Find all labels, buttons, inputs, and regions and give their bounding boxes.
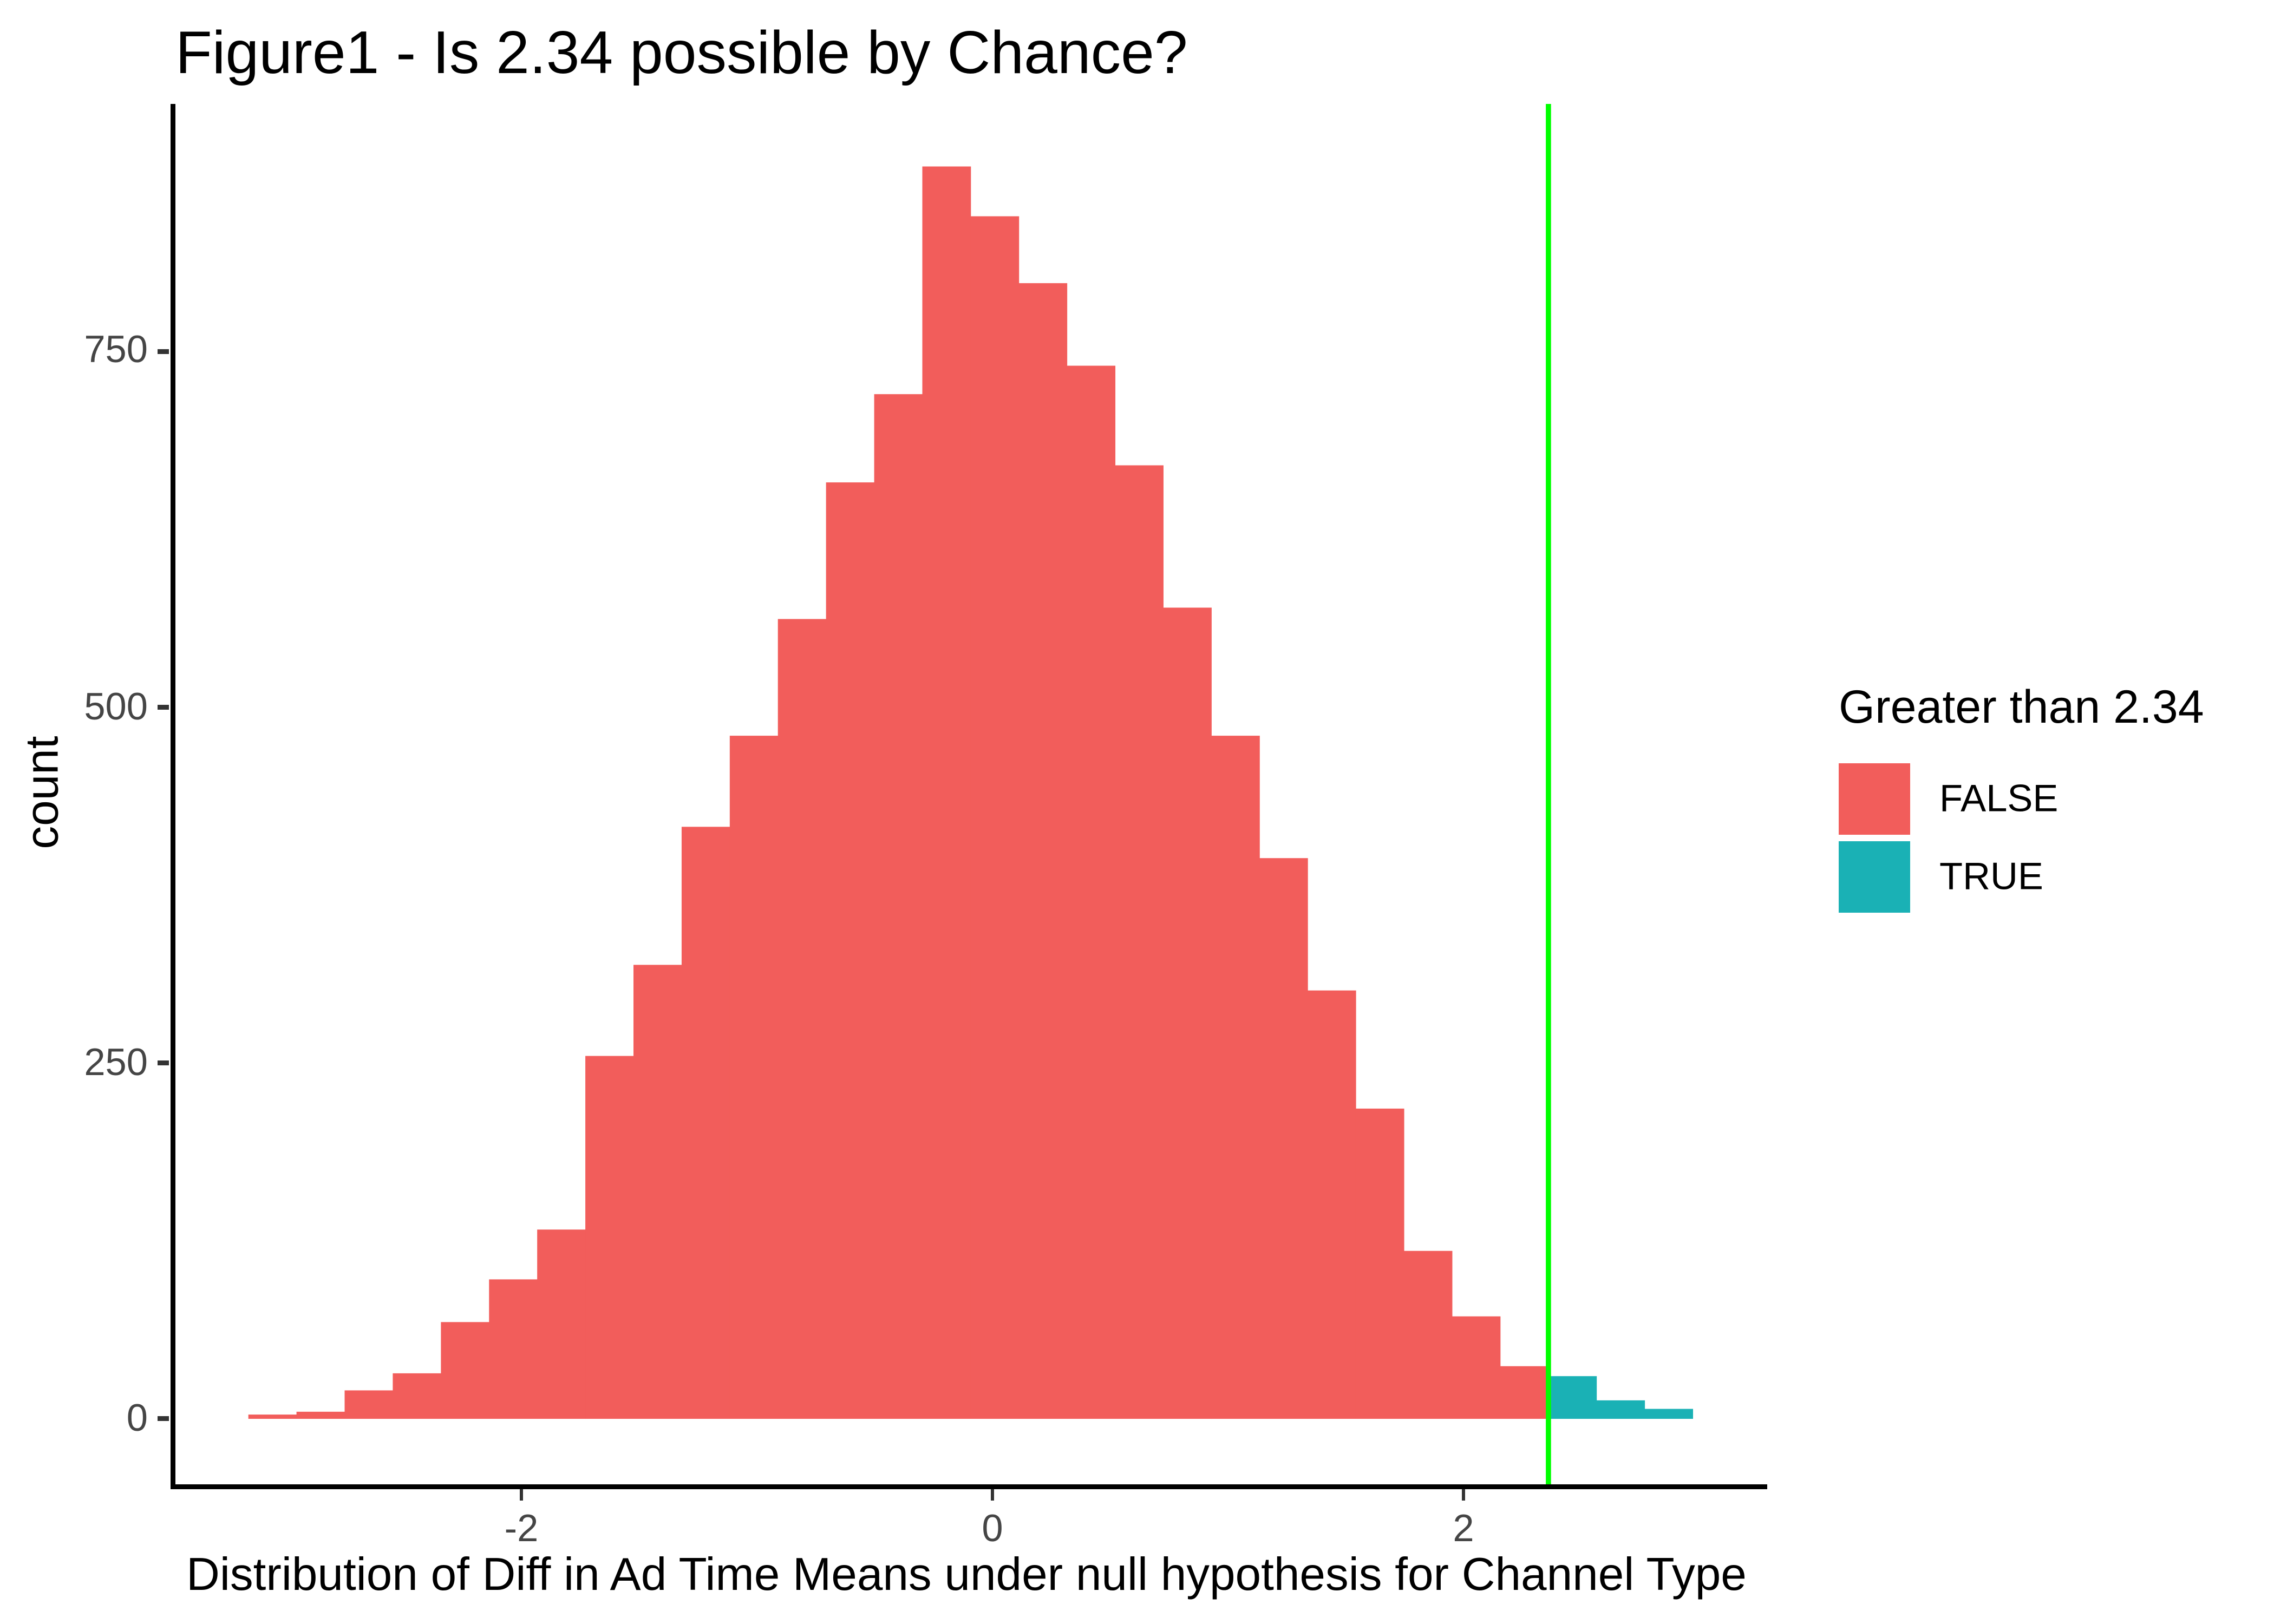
x-tick-mark [1461,1489,1466,1501]
plot-title: Figure1 - Is 2.34 possible by Chance? [175,19,1188,86]
histogram-canvas [248,104,1694,1484]
histogram-bar [681,827,730,1419]
legend-item-false: FALSE [1839,763,2204,835]
x-tick-label: 2 [1453,1507,1474,1549]
histogram-bar [537,1229,586,1419]
histogram-bar [777,619,827,1419]
histogram-bar [1644,1409,1694,1419]
legend-item-true: TRUE [1839,841,2204,913]
legend-label-false: FALSE [1939,777,2059,820]
histogram-bar [344,1390,394,1419]
y-tick-label: 500 [84,684,148,727]
histogram-bar [633,965,682,1419]
histogram-bar [1211,736,1260,1419]
histogram-bar [1163,607,1212,1419]
plot-panel [171,104,1767,1489]
legend-swatch-true-icon [1839,841,1910,913]
histogram-bar [441,1322,490,1419]
legend: Greater than 2.34 FALSE TRUE [1839,682,2204,919]
histogram-bar [1500,1366,1549,1419]
histogram-bar [1259,858,1308,1419]
histogram-bar [1115,465,1164,1419]
x-axis-title: Distribution of Diff in Ad Time Means un… [186,1549,1747,1601]
x-tick-label: 0 [982,1507,1003,1549]
x-tick-label: -2 [504,1507,539,1549]
histogram-bar [248,1415,297,1419]
y-tick-label: 0 [126,1396,148,1438]
y-tick-mark [156,349,168,354]
y-axis-title: count [17,736,69,849]
histogram-bar [970,216,1020,1419]
y-tick-label: 250 [84,1040,148,1083]
histogram-bar [1548,1376,1597,1419]
histogram-bar [1596,1400,1645,1419]
y-tick-mark [156,1417,168,1421]
histogram-bar [1018,283,1068,1419]
histogram-bar [1307,990,1356,1419]
histogram-bar [1067,365,1116,1419]
x-tick-mark [519,1489,524,1501]
histogram-bar [1403,1250,1453,1419]
histogram-bar [489,1279,538,1419]
y-tick-mark [156,705,168,710]
x-tick-mark [990,1489,995,1501]
histogram-bar [296,1411,345,1419]
histogram-bar [393,1373,442,1419]
histogram-bar [1452,1316,1501,1419]
histogram-bar [585,1056,634,1419]
histogram-bar [826,482,875,1419]
histogram-bar [922,166,971,1419]
histogram-bar [874,394,923,1419]
legend-label-true: TRUE [1939,855,2043,898]
histogram-bar [1355,1108,1404,1419]
histogram-bar [729,736,779,1419]
legend-title: Greater than 2.34 [1839,682,2204,734]
legend-swatch-false-icon [1839,763,1910,835]
y-tick-mark [156,1060,168,1065]
y-tick-label: 750 [84,329,148,371]
